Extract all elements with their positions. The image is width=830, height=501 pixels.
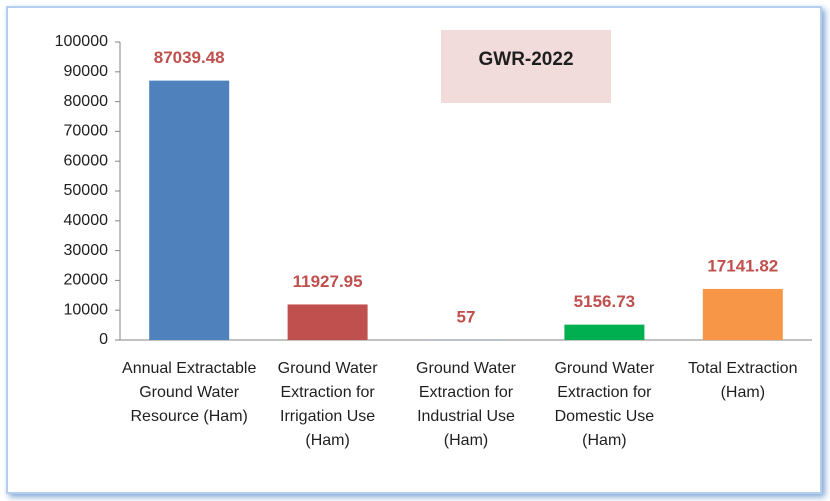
y-tick-label: 40000 — [64, 212, 109, 229]
x-tick-label: Ground Water Extraction for Irrigation U… — [277, 360, 378, 449]
bar — [287, 304, 368, 340]
x-tick-label: Total Extraction (Ham) — [688, 360, 798, 401]
x-tick-label: Ground Water Extraction for Domestic Use… — [554, 360, 655, 449]
data-label: 5156.73 — [574, 292, 635, 311]
bar — [149, 80, 230, 341]
x-tick-label: Ground Water Extraction for Industrial U… — [416, 360, 516, 449]
y-tick-label: 80000 — [64, 93, 109, 110]
y-tick-label: 60000 — [64, 152, 109, 169]
data-label: 17141.82 — [707, 256, 778, 275]
y-tick-label: 50000 — [64, 182, 109, 199]
data-label: 87039.48 — [154, 48, 225, 67]
chart-frame — [6, 6, 822, 494]
data-label: 57 — [457, 307, 476, 326]
annotation: GWR-2022 — [478, 49, 573, 70]
y-tick-label: 90000 — [64, 63, 109, 80]
data-label: 11927.95 — [293, 272, 363, 291]
y-tick-label: 10000 — [64, 301, 109, 318]
y-tick-label: 100000 — [55, 33, 108, 50]
y-tick-label: 30000 — [64, 242, 109, 259]
y-tick-label: 20000 — [64, 272, 109, 289]
x-tick-label: Annual Extractable Ground Water Resource… — [122, 360, 257, 425]
bar — [702, 288, 783, 340]
bar — [564, 324, 645, 340]
annotation-box — [441, 30, 611, 103]
y-tick-label: 70000 — [64, 123, 109, 140]
y-tick-label: 0 — [99, 331, 108, 348]
